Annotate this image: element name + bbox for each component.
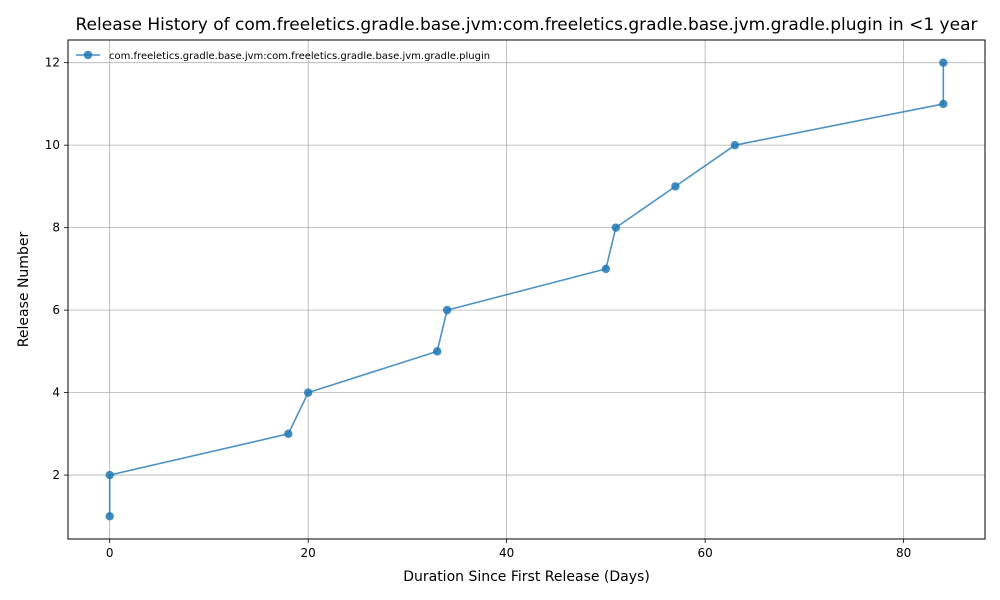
data-point [611, 223, 621, 232]
data-point [442, 305, 452, 315]
data-point [432, 347, 442, 356]
y-tick-label: 2 [52, 468, 60, 482]
x-tick-label: 20 [301, 546, 316, 560]
series-line [108, 62, 945, 517]
x-axis-label: Duration Since First Release (Days) [403, 569, 650, 585]
y-tick-label: 8 [52, 221, 60, 235]
y-tick-label: 12 [45, 56, 60, 70]
data-point [105, 512, 114, 521]
data-point [601, 264, 611, 274]
data-point [105, 470, 114, 480]
data-point [939, 58, 948, 67]
y-tick-label: 4 [52, 386, 60, 400]
legend-series-name: com.freeletics.gradle.base.jvm:com.freel… [109, 51, 490, 62]
y-axis-label: Release Number [16, 232, 32, 348]
legend: com.freeletics.gradle.base.jvm:com.freel… [76, 50, 490, 62]
ticks: 0 20 40 60 80 2 4 6 8 10 12 [45, 56, 912, 560]
series [105, 58, 948, 521]
data-point [730, 140, 740, 150]
x-tick-label: 60 [697, 546, 712, 560]
chart-title: Release History of com.freeletics.gradle… [76, 15, 978, 35]
x-tick-label: 80 [896, 546, 911, 560]
plot-frame [67, 39, 986, 540]
y-tick-label: 10 [45, 138, 60, 152]
grid [68, 40, 985, 539]
data-point [284, 429, 293, 439]
data-point [303, 388, 313, 397]
data-point [939, 99, 948, 109]
y-tick-label: 6 [52, 303, 60, 317]
legend-marker-swatch [83, 50, 93, 60]
data-point [671, 182, 680, 191]
x-tick-label: 40 [499, 546, 514, 560]
x-tick-label: 0 [106, 546, 114, 560]
